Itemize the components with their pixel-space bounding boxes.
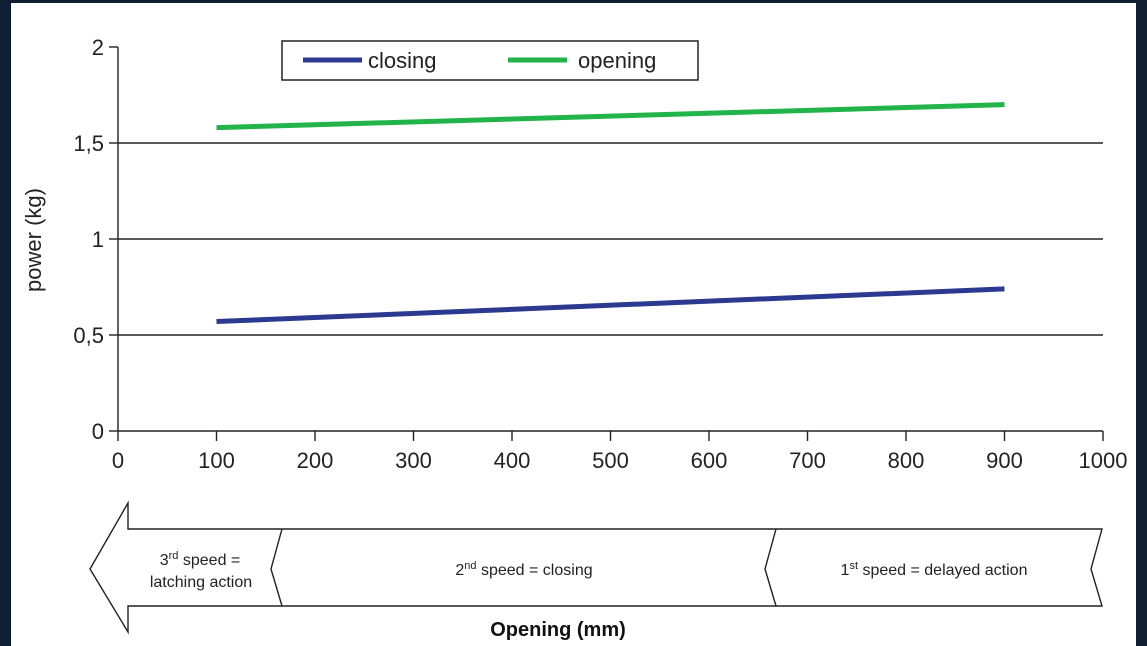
- zone-divider-2-1: [764, 528, 777, 607]
- zone3-label-line1: 3rd speed =: [160, 550, 241, 569]
- chart-frame: 0 0,5 1 1,5 2 0 100 200 300 400 500 600 700 800 900 10…: [11, 3, 1136, 646]
- y-tick-label: 0: [92, 419, 104, 444]
- series-line-closing: [216, 286, 1005, 325]
- x-axis-title: Opening (mm): [490, 619, 626, 641]
- grid-lines: [118, 142, 1103, 336]
- x-tick-label: 100: [198, 448, 235, 473]
- zone2-label: 2nd speed = closing: [455, 560, 592, 579]
- x-tick-label: 900: [986, 448, 1023, 473]
- power-chart: 0 0,5 1 1,5 2 0 100 200 300 400 500 600 700 800 900 10…: [21, 35, 1128, 641]
- y-tick-label: 2: [92, 35, 104, 60]
- speed-arrow-outline: [89, 500, 1103, 635]
- x-tick-label: 400: [494, 448, 531, 473]
- axes: [109, 46, 1104, 441]
- legend-label-opening: opening: [578, 48, 656, 73]
- x-tick-labels: 0 100 200 300 400 500 600 700 800 900 1000: [112, 448, 1128, 473]
- x-tick-label: 800: [888, 448, 925, 473]
- x-tick-label: 300: [395, 448, 432, 473]
- series-line-opening: [216, 102, 1005, 131]
- x-tick-label: 1000: [1079, 448, 1128, 473]
- y-tick-labels: 0 0,5 1 1,5 2: [73, 35, 104, 444]
- x-tick-label: 200: [297, 448, 334, 473]
- zone1-label: 1st speed = delayed action: [841, 560, 1028, 579]
- y-tick-label: 0,5: [73, 323, 104, 348]
- speed-zone-arrow: 3rd speed = latching action 2nd speed = …: [89, 500, 1103, 635]
- x-tick-label: 600: [691, 448, 728, 473]
- series-lines: [216, 102, 1005, 325]
- legend-label-closing: closing: [368, 48, 436, 73]
- zone-divider-3-2: [270, 528, 283, 607]
- y-tick-label: 1,5: [73, 131, 104, 156]
- y-axis-title: power (kg): [21, 188, 46, 292]
- zone3-label-line2: latching action: [150, 574, 252, 591]
- x-tick-label: 0: [112, 448, 124, 473]
- y-tick-label: 1: [92, 227, 104, 252]
- x-tick-label: 700: [789, 448, 826, 473]
- x-tick-label: 500: [592, 448, 629, 473]
- legend: closing opening: [281, 40, 699, 81]
